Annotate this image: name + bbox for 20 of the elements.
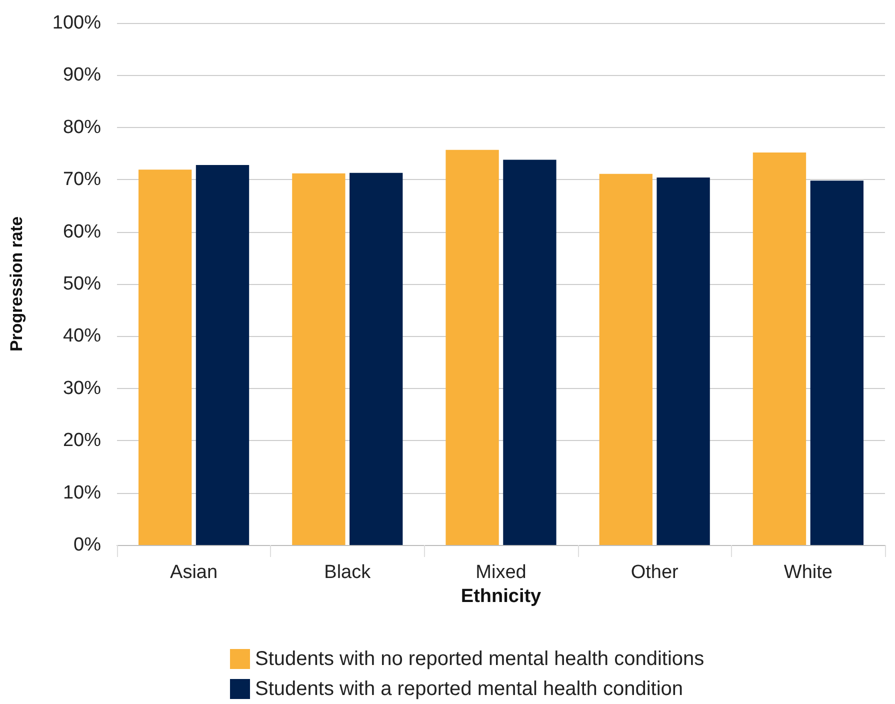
y-tick-label: 50% (62, 274, 102, 294)
y-tick-label: 90% (62, 64, 102, 86)
y-tick-label: 40% (62, 326, 102, 347)
y-tick-label: 80% (62, 116, 102, 138)
y-tick-label: 20% (62, 430, 102, 452)
legend-label: Students with a reported mental health condition (255, 678, 684, 700)
x-tick-label: Mixed (476, 562, 526, 583)
y-tick-label: 0% (74, 534, 102, 556)
y-tick-label: 70% (62, 169, 102, 190)
x-tick-label: Asian (170, 562, 218, 583)
y-axis-title: Progression rate (7, 216, 26, 352)
y-tick-label: 100% (52, 12, 102, 34)
x-tick-label: Black (324, 562, 372, 583)
legend-label: Students with no reported mental health conditions (255, 648, 704, 670)
x-axis-title: Ethnicity (460, 586, 542, 607)
x-tick-label: Other (630, 562, 680, 583)
y-tick-label: 30% (62, 378, 102, 399)
y-tick-label: 10% (62, 482, 102, 504)
y-tick-label: 60% (62, 221, 102, 242)
x-tick-label: White (784, 562, 832, 583)
